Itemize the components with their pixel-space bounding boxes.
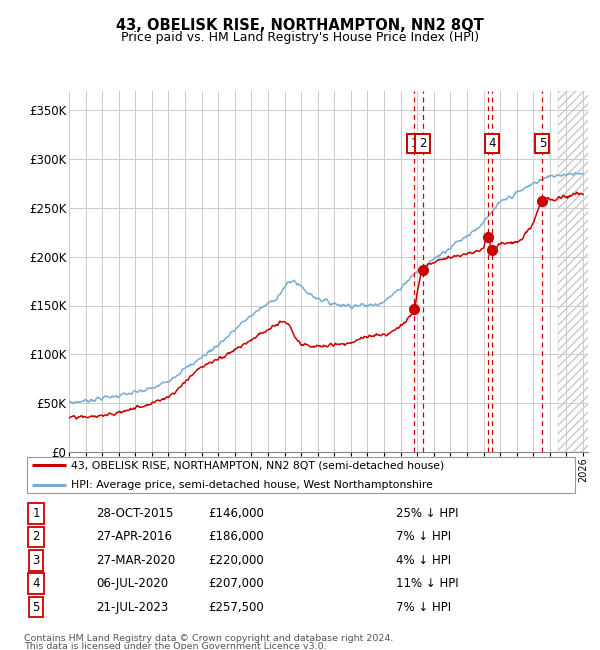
Text: 3: 3 bbox=[32, 554, 40, 567]
Text: 21-JUL-2023: 21-JUL-2023 bbox=[96, 601, 168, 614]
Text: 28-OCT-2015: 28-OCT-2015 bbox=[96, 507, 173, 520]
Text: 1: 1 bbox=[410, 136, 418, 150]
Text: 25% ↓ HPI: 25% ↓ HPI bbox=[396, 507, 458, 520]
Text: Contains HM Land Registry data © Crown copyright and database right 2024.: Contains HM Land Registry data © Crown c… bbox=[24, 634, 394, 643]
Text: £186,000: £186,000 bbox=[208, 530, 264, 543]
Text: 06-JUL-2020: 06-JUL-2020 bbox=[96, 577, 168, 590]
Text: 2: 2 bbox=[32, 530, 40, 543]
Text: 1: 1 bbox=[32, 507, 40, 520]
Text: 11% ↓ HPI: 11% ↓ HPI bbox=[396, 577, 458, 590]
Text: 27-MAR-2020: 27-MAR-2020 bbox=[96, 554, 175, 567]
Text: 4: 4 bbox=[488, 136, 496, 150]
Text: £257,500: £257,500 bbox=[208, 601, 264, 614]
Text: £207,000: £207,000 bbox=[208, 577, 264, 590]
Text: Price paid vs. HM Land Registry's House Price Index (HPI): Price paid vs. HM Land Registry's House … bbox=[121, 31, 479, 44]
Text: HPI: Average price, semi-detached house, West Northamptonshire: HPI: Average price, semi-detached house,… bbox=[71, 480, 433, 490]
Text: 4: 4 bbox=[32, 577, 40, 590]
Text: 4% ↓ HPI: 4% ↓ HPI bbox=[396, 554, 451, 567]
Text: 43, OBELISK RISE, NORTHAMPTON, NN2 8QT: 43, OBELISK RISE, NORTHAMPTON, NN2 8QT bbox=[116, 18, 484, 33]
Text: 5: 5 bbox=[32, 601, 40, 614]
FancyBboxPatch shape bbox=[27, 457, 575, 493]
Text: 7% ↓ HPI: 7% ↓ HPI bbox=[396, 601, 451, 614]
Text: 2: 2 bbox=[419, 136, 426, 150]
Text: 7% ↓ HPI: 7% ↓ HPI bbox=[396, 530, 451, 543]
Text: This data is licensed under the Open Government Licence v3.0.: This data is licensed under the Open Gov… bbox=[24, 642, 326, 650]
Text: £146,000: £146,000 bbox=[208, 507, 264, 520]
Text: 43, OBELISK RISE, NORTHAMPTON, NN2 8QT (semi-detached house): 43, OBELISK RISE, NORTHAMPTON, NN2 8QT (… bbox=[71, 460, 445, 471]
Bar bbox=[558, 91, 600, 452]
Text: 27-APR-2016: 27-APR-2016 bbox=[96, 530, 172, 543]
Text: £220,000: £220,000 bbox=[208, 554, 264, 567]
Text: 5: 5 bbox=[539, 136, 546, 150]
